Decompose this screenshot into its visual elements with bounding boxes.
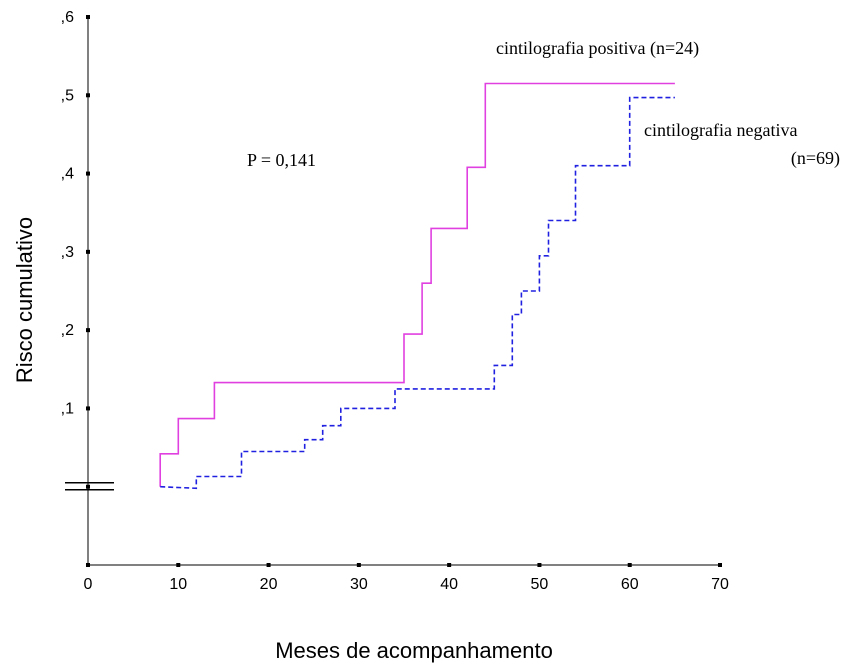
x-tick-label: 40 <box>440 576 458 593</box>
x-tick-label: 70 <box>711 576 729 593</box>
x-tick <box>176 563 181 567</box>
y-tick-label: ,1 <box>61 400 74 417</box>
y-tick <box>86 563 90 567</box>
y-tick <box>86 249 90 254</box>
y-tick-label: ,3 <box>61 244 74 261</box>
legend-label-negative: cintilografia negativa <box>644 120 797 140</box>
series-line-negative <box>160 96 675 490</box>
series-layer <box>159 82 675 490</box>
y-tick <box>86 171 90 176</box>
y-tick <box>86 484 90 489</box>
y-tick-label: ,4 <box>61 166 74 183</box>
x-tick-label: 50 <box>531 576 549 593</box>
legend-label-negative-n: (n=69) <box>791 148 840 169</box>
x-axis-title: Meses de acompanhamento <box>275 638 553 663</box>
x-tick-label: 10 <box>169 576 187 593</box>
y-tick <box>86 328 90 333</box>
y-tick-label: ,6 <box>61 9 74 26</box>
x-tick <box>356 563 361 567</box>
y-tick <box>86 93 90 98</box>
x-tick <box>266 563 271 567</box>
axes <box>65 17 720 566</box>
y-tick-label: ,5 <box>61 87 74 104</box>
x-tick <box>718 563 722 567</box>
series-line-positive <box>159 82 675 487</box>
x-tick-label: 20 <box>260 576 278 593</box>
y-axis-title: Risco cumulativo <box>12 217 37 383</box>
x-tick <box>627 563 632 567</box>
x-tick-label: 0 <box>84 576 93 593</box>
x-tick <box>537 563 542 567</box>
x-tick-label: 60 <box>621 576 639 593</box>
y-tick-label: ,2 <box>61 322 74 339</box>
y-tick <box>86 406 90 411</box>
y-tick <box>86 15 90 19</box>
x-tick-label: 30 <box>350 576 368 593</box>
ticks: 0 10 20 30 40 50 60 70 ,1 ,2 ,3 ,4 ,5 ,6 <box>61 9 729 593</box>
x-tick <box>447 563 452 567</box>
p-value-annotation: P = 0,141 <box>247 150 316 170</box>
legend-label-positive: cintilografia positiva (n=24) <box>496 38 699 59</box>
